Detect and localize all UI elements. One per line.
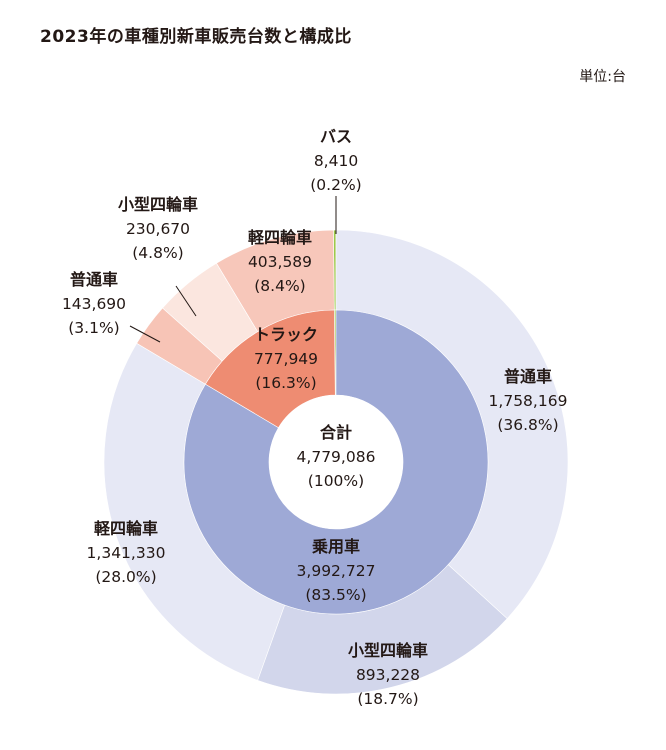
outer-ring: [103, 229, 569, 695]
label-bus-vl: 8,410: [314, 152, 358, 170]
label-bus-nm: バス: [320, 127, 352, 146]
label-passenger-kogata-pc: (18.7%): [357, 690, 418, 708]
label-truck-futsu-pc: (3.1%): [68, 319, 119, 337]
label-passenger-kogata-nm: 小型四輪車: [348, 641, 428, 660]
label-truck-kogata-nm: 小型四輪車: [118, 195, 198, 214]
chart-title: 2023年の車種別新車販売台数と構成比: [40, 27, 352, 47]
label-total-nm: 合計: [320, 423, 352, 442]
center-hole: [269, 395, 403, 529]
label-passenger-nm: 乗用車: [312, 537, 360, 556]
label-bus: バス 8,410 (0.2%): [310, 127, 361, 194]
leader-lines: [129, 196, 337, 343]
label-passenger-kogata: 小型四輪車 893,228 (18.7%): [348, 641, 428, 708]
label-passenger-futsu-nm: 普通車: [504, 367, 552, 386]
label-passenger-futsu-vl: 1,758,169: [489, 392, 568, 410]
label-truck-kei-nm: 軽四輪車: [248, 228, 312, 247]
label-truck-pc: (16.3%): [255, 374, 316, 392]
label-truck-futsu-vl: 143,690: [62, 295, 126, 313]
leader-truck-futsu: [129, 325, 161, 343]
label-truck: トラック 777,949 (16.3%): [254, 325, 318, 392]
label-passenger-pc: (83.5%): [305, 586, 366, 604]
label-bus-pc: (0.2%): [310, 176, 361, 194]
label-passenger-kei-pc: (28.0%): [95, 568, 156, 586]
label-passenger-kogata-vl: 893,228: [356, 666, 420, 684]
label-total-vl: 4,779,086: [297, 448, 376, 466]
slice-labels: 合計 4,779,086 (100%) 乗用車 3,992,727 (83.5%) トラック…: [62, 127, 568, 708]
label-passenger-futsu-pc: (36.8%): [497, 416, 558, 434]
label-total: 合計 4,779,086 (100%): [297, 423, 376, 490]
label-truck-kei: 軽四輪車 403,589 (8.4%): [248, 228, 312, 295]
label-truck-kogata: 小型四輪車 230,670 (4.8%): [118, 195, 198, 262]
label-passenger-kei: 軽四輪車 1,341,330 (28.0%): [87, 519, 166, 586]
label-truck-nm: トラック: [254, 325, 318, 344]
label-total-pc: (100%): [308, 472, 364, 490]
label-passenger-vl: 3,992,727: [297, 562, 376, 580]
unit-label: 単位:台: [579, 69, 626, 85]
label-passenger: 乗用車 3,992,727 (83.5%): [297, 537, 376, 604]
label-truck-kei-pc: (8.4%): [254, 277, 305, 295]
label-truck-futsu: 普通車 143,690 (3.1%): [62, 270, 126, 337]
label-passenger-futsu: 普通車 1,758,169 (36.8%): [489, 367, 568, 434]
label-truck-kogata-pc: (4.8%): [132, 244, 183, 262]
label-truck-kei-vl: 403,589: [248, 253, 312, 271]
label-truck-kogata-vl: 230,670: [126, 220, 190, 238]
label-truck-futsu-nm: 普通車: [70, 270, 118, 289]
label-passenger-kei-vl: 1,341,330: [87, 544, 166, 562]
label-truck-vl: 777,949: [254, 350, 318, 368]
leader-truck-kogata: [175, 285, 197, 317]
label-passenger-kei-nm: 軽四輪車: [94, 519, 158, 538]
